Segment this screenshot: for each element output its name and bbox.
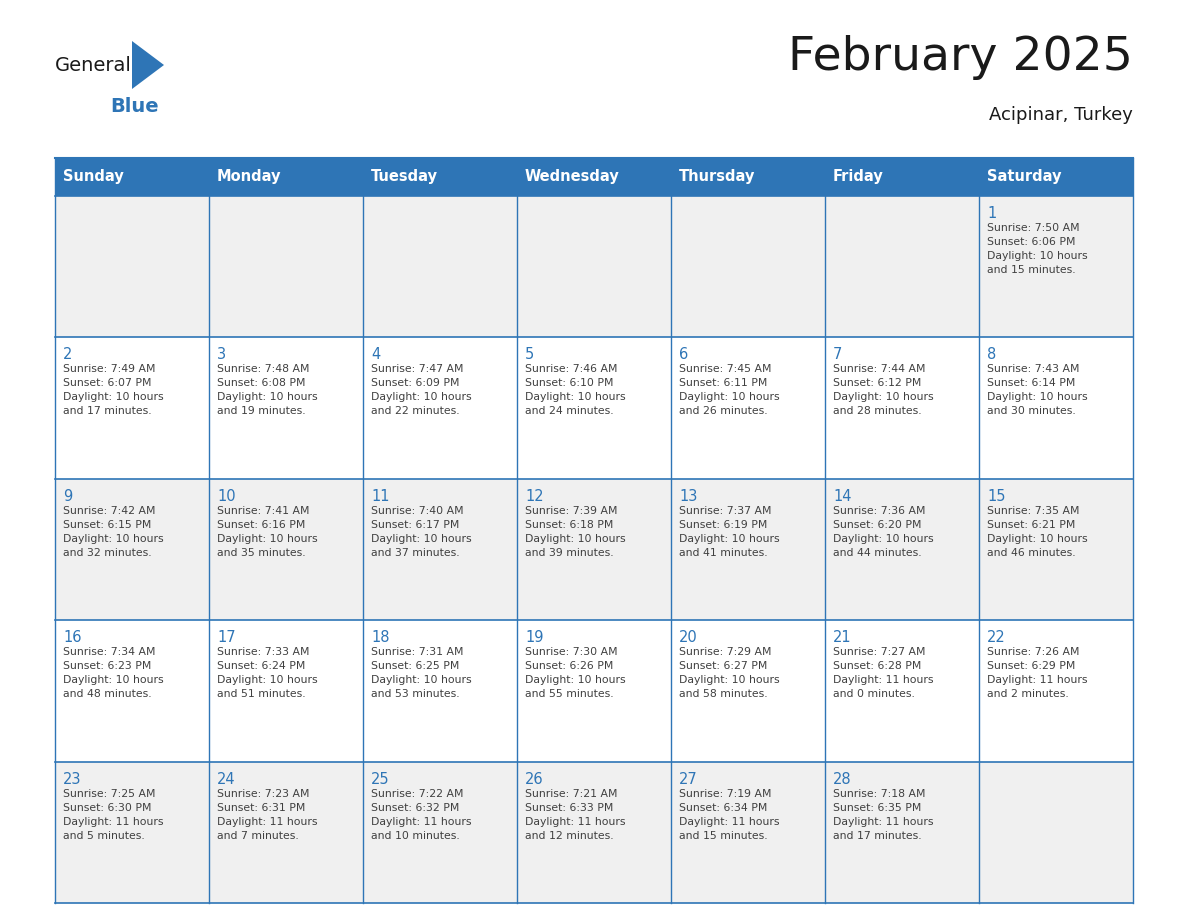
- Text: 13: 13: [680, 488, 697, 504]
- Text: Thursday: Thursday: [678, 170, 756, 185]
- FancyBboxPatch shape: [55, 196, 1133, 338]
- Text: Sunrise: 7:29 AM
Sunset: 6:27 PM
Daylight: 10 hours
and 58 minutes.: Sunrise: 7:29 AM Sunset: 6:27 PM Dayligh…: [680, 647, 779, 700]
- Text: 9: 9: [63, 488, 72, 504]
- FancyBboxPatch shape: [979, 158, 1133, 196]
- FancyBboxPatch shape: [517, 158, 671, 196]
- Text: Sunrise: 7:44 AM
Sunset: 6:12 PM
Daylight: 10 hours
and 28 minutes.: Sunrise: 7:44 AM Sunset: 6:12 PM Dayligh…: [833, 364, 934, 417]
- Text: 16: 16: [63, 630, 82, 645]
- Text: Sunrise: 7:41 AM
Sunset: 6:16 PM
Daylight: 10 hours
and 35 minutes.: Sunrise: 7:41 AM Sunset: 6:16 PM Dayligh…: [217, 506, 317, 558]
- FancyBboxPatch shape: [209, 158, 364, 196]
- Text: 26: 26: [525, 772, 544, 787]
- FancyBboxPatch shape: [55, 621, 1133, 762]
- Text: General: General: [55, 55, 132, 74]
- Text: Sunrise: 7:26 AM
Sunset: 6:29 PM
Daylight: 11 hours
and 2 minutes.: Sunrise: 7:26 AM Sunset: 6:29 PM Dayligh…: [987, 647, 1087, 700]
- Text: Sunrise: 7:34 AM
Sunset: 6:23 PM
Daylight: 10 hours
and 48 minutes.: Sunrise: 7:34 AM Sunset: 6:23 PM Dayligh…: [63, 647, 164, 700]
- Text: Sunrise: 7:35 AM
Sunset: 6:21 PM
Daylight: 10 hours
and 46 minutes.: Sunrise: 7:35 AM Sunset: 6:21 PM Dayligh…: [987, 506, 1088, 558]
- Text: 17: 17: [217, 630, 235, 645]
- Text: 7: 7: [833, 347, 842, 363]
- FancyBboxPatch shape: [824, 158, 979, 196]
- Polygon shape: [132, 41, 164, 89]
- Text: 4: 4: [371, 347, 380, 363]
- Text: 15: 15: [987, 488, 1005, 504]
- Text: 20: 20: [680, 630, 697, 645]
- Text: Sunrise: 7:33 AM
Sunset: 6:24 PM
Daylight: 10 hours
and 51 minutes.: Sunrise: 7:33 AM Sunset: 6:24 PM Dayligh…: [217, 647, 317, 700]
- Text: 10: 10: [217, 488, 235, 504]
- Text: Sunrise: 7:27 AM
Sunset: 6:28 PM
Daylight: 11 hours
and 0 minutes.: Sunrise: 7:27 AM Sunset: 6:28 PM Dayligh…: [833, 647, 934, 700]
- Text: 6: 6: [680, 347, 688, 363]
- Text: Monday: Monday: [216, 170, 282, 185]
- Text: Sunrise: 7:36 AM
Sunset: 6:20 PM
Daylight: 10 hours
and 44 minutes.: Sunrise: 7:36 AM Sunset: 6:20 PM Dayligh…: [833, 506, 934, 558]
- Text: 14: 14: [833, 488, 852, 504]
- Text: Sunrise: 7:43 AM
Sunset: 6:14 PM
Daylight: 10 hours
and 30 minutes.: Sunrise: 7:43 AM Sunset: 6:14 PM Dayligh…: [987, 364, 1088, 417]
- Text: 28: 28: [833, 772, 852, 787]
- Text: Saturday: Saturday: [987, 170, 1061, 185]
- Text: 22: 22: [987, 630, 1006, 645]
- Text: Sunrise: 7:50 AM
Sunset: 6:06 PM
Daylight: 10 hours
and 15 minutes.: Sunrise: 7:50 AM Sunset: 6:06 PM Dayligh…: [987, 223, 1088, 275]
- Text: 2: 2: [63, 347, 72, 363]
- Text: Sunrise: 7:48 AM
Sunset: 6:08 PM
Daylight: 10 hours
and 19 minutes.: Sunrise: 7:48 AM Sunset: 6:08 PM Dayligh…: [217, 364, 317, 417]
- Text: Sunrise: 7:42 AM
Sunset: 6:15 PM
Daylight: 10 hours
and 32 minutes.: Sunrise: 7:42 AM Sunset: 6:15 PM Dayligh…: [63, 506, 164, 558]
- Text: Acipinar, Turkey: Acipinar, Turkey: [990, 106, 1133, 124]
- FancyBboxPatch shape: [364, 158, 517, 196]
- Text: Sunrise: 7:40 AM
Sunset: 6:17 PM
Daylight: 10 hours
and 37 minutes.: Sunrise: 7:40 AM Sunset: 6:17 PM Dayligh…: [371, 506, 472, 558]
- Text: 8: 8: [987, 347, 997, 363]
- Text: Sunrise: 7:39 AM
Sunset: 6:18 PM
Daylight: 10 hours
and 39 minutes.: Sunrise: 7:39 AM Sunset: 6:18 PM Dayligh…: [525, 506, 626, 558]
- Text: February 2025: February 2025: [788, 36, 1133, 81]
- Text: 12: 12: [525, 488, 544, 504]
- Text: 5: 5: [525, 347, 535, 363]
- FancyBboxPatch shape: [55, 158, 209, 196]
- Text: Sunrise: 7:46 AM
Sunset: 6:10 PM
Daylight: 10 hours
and 24 minutes.: Sunrise: 7:46 AM Sunset: 6:10 PM Dayligh…: [525, 364, 626, 417]
- Text: Sunrise: 7:37 AM
Sunset: 6:19 PM
Daylight: 10 hours
and 41 minutes.: Sunrise: 7:37 AM Sunset: 6:19 PM Dayligh…: [680, 506, 779, 558]
- Text: 21: 21: [833, 630, 852, 645]
- Text: Sunrise: 7:30 AM
Sunset: 6:26 PM
Daylight: 10 hours
and 55 minutes.: Sunrise: 7:30 AM Sunset: 6:26 PM Dayligh…: [525, 647, 626, 700]
- Text: Blue: Blue: [110, 97, 159, 117]
- Text: Sunrise: 7:49 AM
Sunset: 6:07 PM
Daylight: 10 hours
and 17 minutes.: Sunrise: 7:49 AM Sunset: 6:07 PM Dayligh…: [63, 364, 164, 417]
- Text: Sunrise: 7:23 AM
Sunset: 6:31 PM
Daylight: 11 hours
and 7 minutes.: Sunrise: 7:23 AM Sunset: 6:31 PM Dayligh…: [217, 789, 317, 841]
- Text: Sunrise: 7:21 AM
Sunset: 6:33 PM
Daylight: 11 hours
and 12 minutes.: Sunrise: 7:21 AM Sunset: 6:33 PM Dayligh…: [525, 789, 626, 841]
- Text: 1: 1: [987, 206, 997, 221]
- FancyBboxPatch shape: [55, 762, 1133, 903]
- Text: Sunrise: 7:47 AM
Sunset: 6:09 PM
Daylight: 10 hours
and 22 minutes.: Sunrise: 7:47 AM Sunset: 6:09 PM Dayligh…: [371, 364, 472, 417]
- FancyBboxPatch shape: [55, 338, 1133, 479]
- Text: Friday: Friday: [833, 170, 884, 185]
- Text: Sunrise: 7:25 AM
Sunset: 6:30 PM
Daylight: 11 hours
and 5 minutes.: Sunrise: 7:25 AM Sunset: 6:30 PM Dayligh…: [63, 789, 164, 841]
- Text: 3: 3: [217, 347, 226, 363]
- Text: Sunrise: 7:18 AM
Sunset: 6:35 PM
Daylight: 11 hours
and 17 minutes.: Sunrise: 7:18 AM Sunset: 6:35 PM Dayligh…: [833, 789, 934, 841]
- Text: 23: 23: [63, 772, 82, 787]
- Text: 27: 27: [680, 772, 697, 787]
- Text: 19: 19: [525, 630, 543, 645]
- Text: Tuesday: Tuesday: [371, 170, 437, 185]
- Text: Sunrise: 7:31 AM
Sunset: 6:25 PM
Daylight: 10 hours
and 53 minutes.: Sunrise: 7:31 AM Sunset: 6:25 PM Dayligh…: [371, 647, 472, 700]
- Text: 18: 18: [371, 630, 390, 645]
- FancyBboxPatch shape: [55, 479, 1133, 621]
- Text: Sunrise: 7:45 AM
Sunset: 6:11 PM
Daylight: 10 hours
and 26 minutes.: Sunrise: 7:45 AM Sunset: 6:11 PM Dayligh…: [680, 364, 779, 417]
- Text: Sunrise: 7:22 AM
Sunset: 6:32 PM
Daylight: 11 hours
and 10 minutes.: Sunrise: 7:22 AM Sunset: 6:32 PM Dayligh…: [371, 789, 472, 841]
- Text: 24: 24: [217, 772, 235, 787]
- Text: Sunrise: 7:19 AM
Sunset: 6:34 PM
Daylight: 11 hours
and 15 minutes.: Sunrise: 7:19 AM Sunset: 6:34 PM Dayligh…: [680, 789, 779, 841]
- Text: 11: 11: [371, 488, 390, 504]
- Text: Sunday: Sunday: [63, 170, 124, 185]
- Text: Wednesday: Wednesday: [525, 170, 619, 185]
- FancyBboxPatch shape: [671, 158, 824, 196]
- Text: 25: 25: [371, 772, 390, 787]
